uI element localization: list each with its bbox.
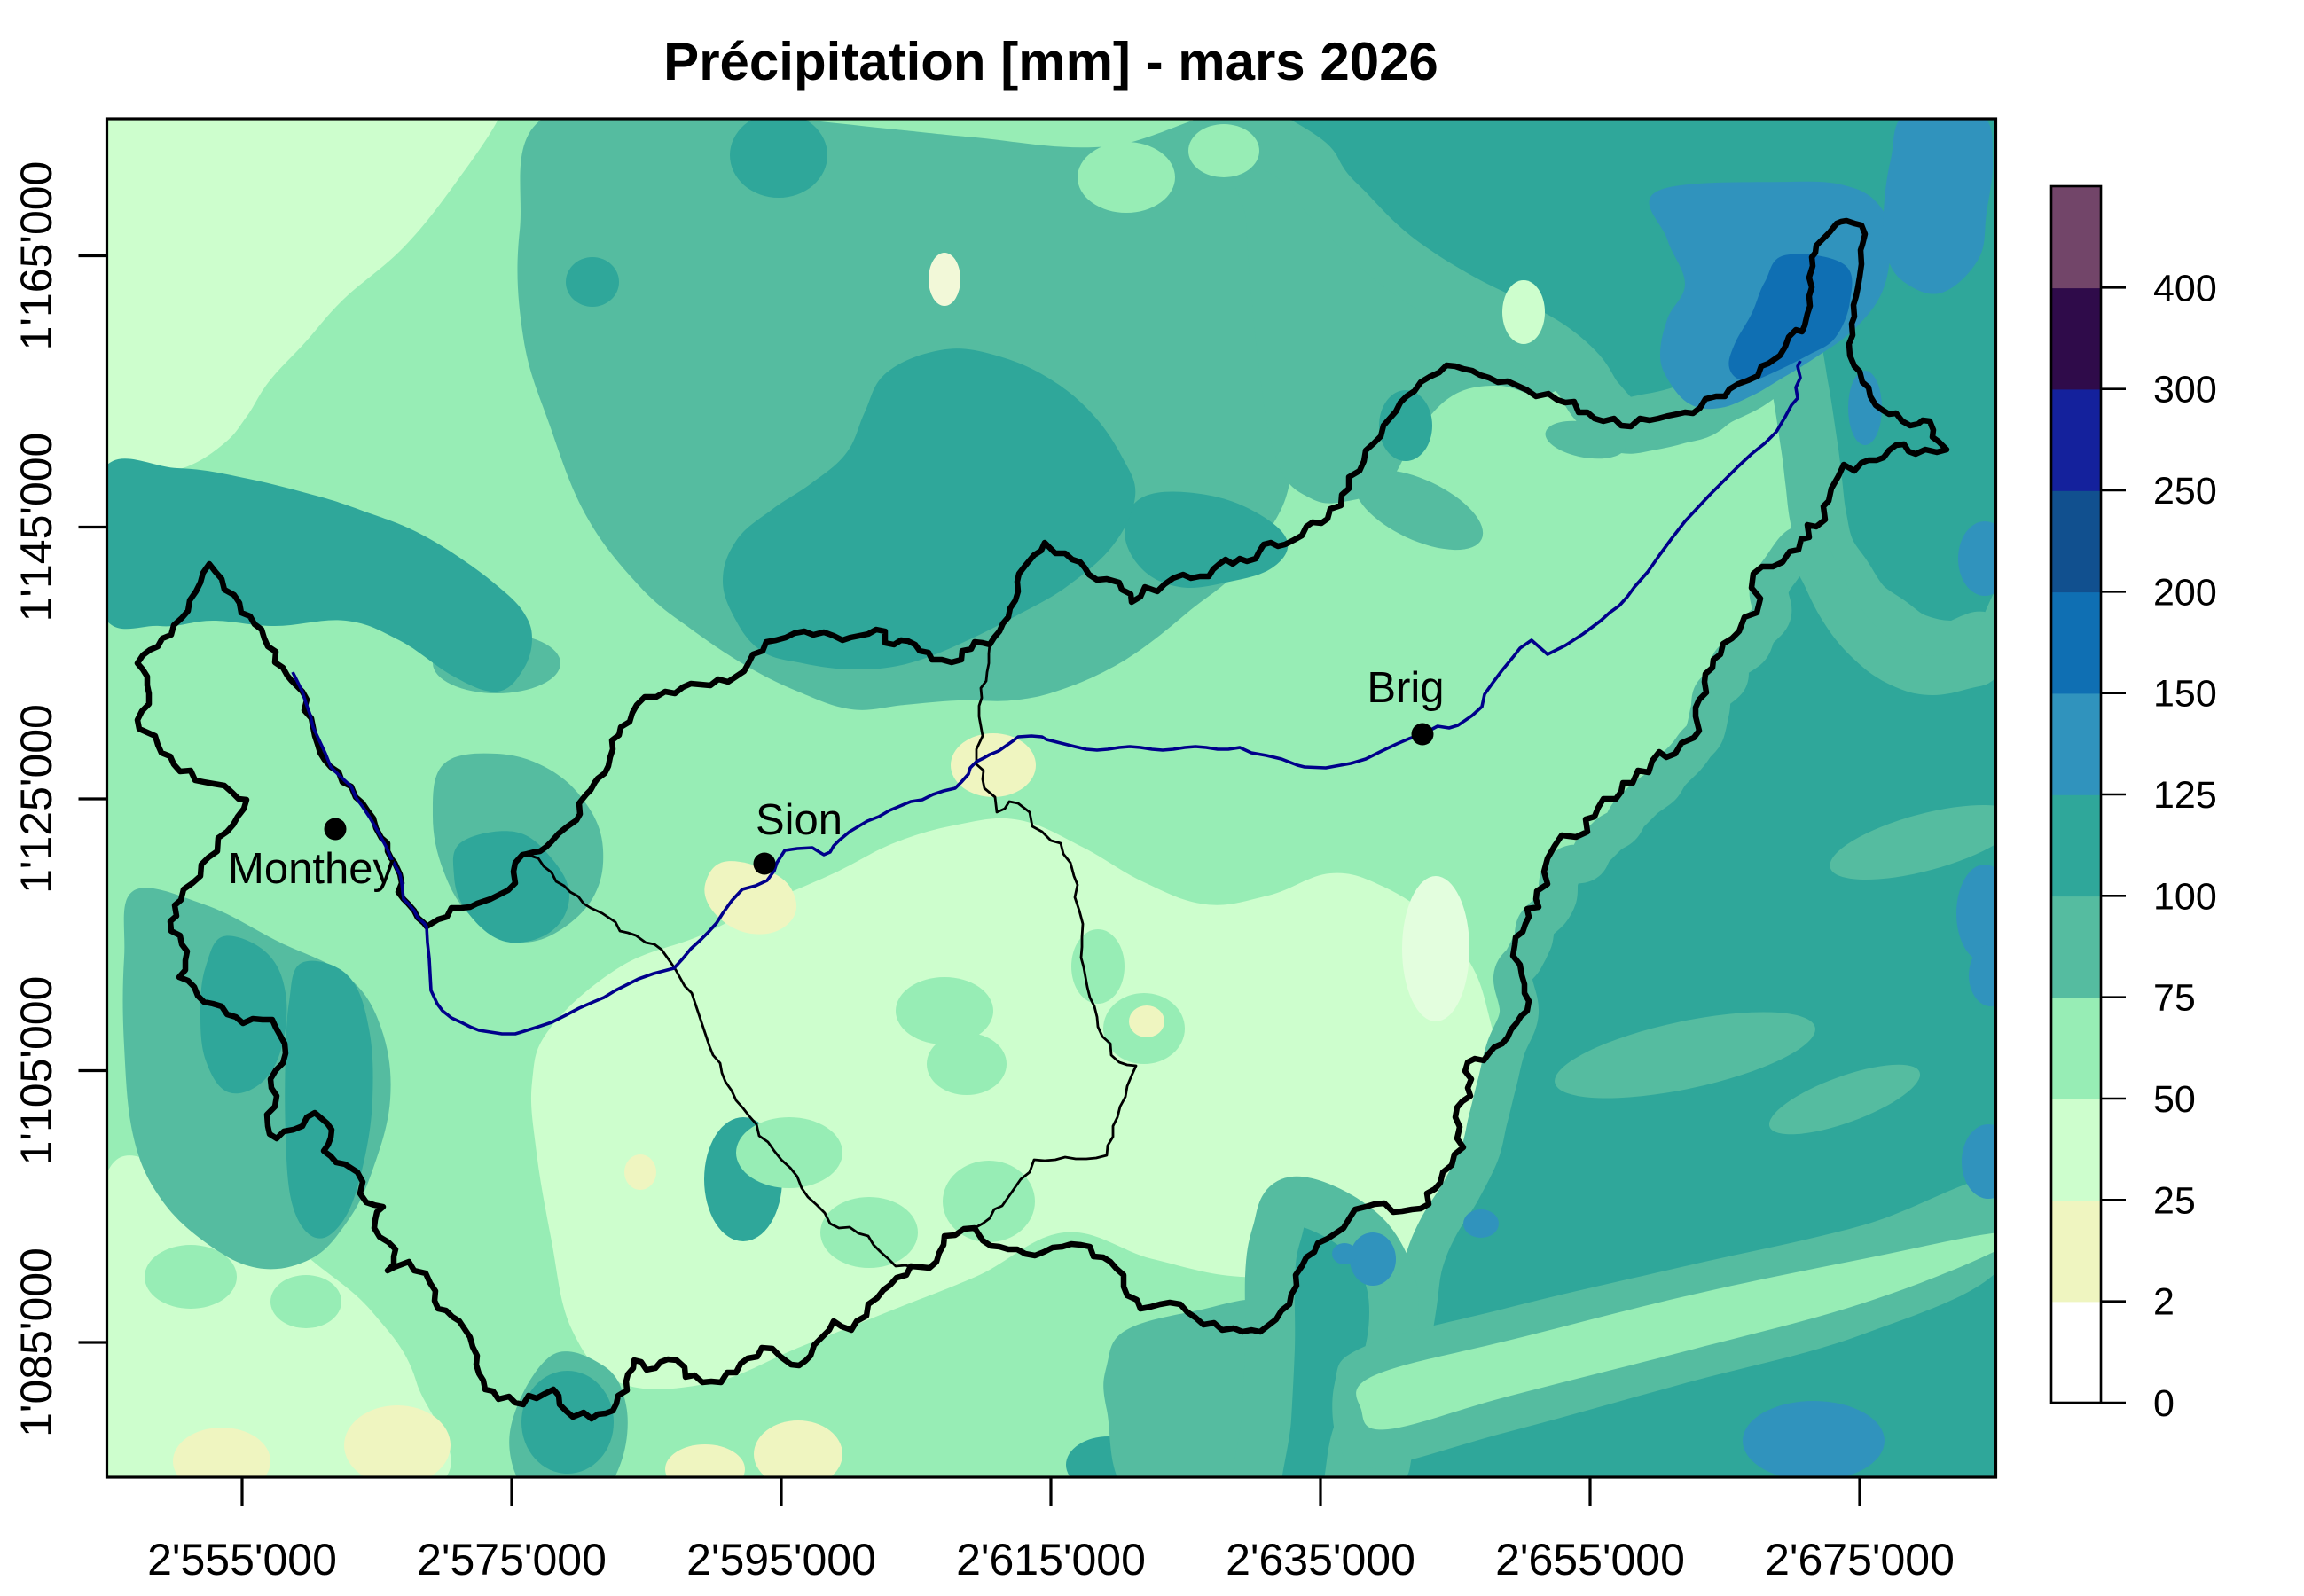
svg-text:1'085'000: 1'085'000 xyxy=(12,1248,61,1437)
svg-text:2'655'000: 2'655'000 xyxy=(1495,1535,1685,1584)
svg-text:2'555'000: 2'555'000 xyxy=(147,1535,337,1584)
svg-text:1'125'000: 1'125'000 xyxy=(12,704,61,894)
svg-text:2'575'000: 2'575'000 xyxy=(417,1535,607,1584)
svg-text:250: 250 xyxy=(2153,470,2217,512)
svg-text:25: 25 xyxy=(2153,1179,2196,1222)
svg-text:Précipitation [mm] - mars 2026: Précipitation [mm] - mars 2026 xyxy=(663,32,1438,91)
svg-text:100: 100 xyxy=(2153,875,2217,918)
svg-text:1'145'000: 1'145'000 xyxy=(12,433,61,622)
svg-text:Sion: Sion xyxy=(756,796,842,844)
svg-text:50: 50 xyxy=(2153,1078,2196,1121)
svg-text:2'675'000: 2'675'000 xyxy=(1765,1535,1955,1584)
svg-text:75: 75 xyxy=(2153,977,2196,1020)
svg-text:2'615'000: 2'615'000 xyxy=(956,1535,1146,1584)
svg-text:300: 300 xyxy=(2153,369,2217,411)
svg-text:Monthey: Monthey xyxy=(228,845,395,893)
svg-text:2: 2 xyxy=(2153,1281,2175,1324)
svg-text:150: 150 xyxy=(2153,673,2217,716)
svg-text:125: 125 xyxy=(2153,774,2217,817)
svg-text:2'595'000: 2'595'000 xyxy=(686,1535,876,1584)
svg-text:Brig: Brig xyxy=(1367,664,1444,712)
svg-text:0: 0 xyxy=(2153,1382,2175,1425)
svg-text:1'165'000: 1'165'000 xyxy=(12,161,61,351)
svg-text:1'105'000: 1'105'000 xyxy=(12,976,61,1166)
svg-text:200: 200 xyxy=(2153,571,2217,614)
svg-text:2'635'000: 2'635'000 xyxy=(1226,1535,1415,1584)
svg-text:400: 400 xyxy=(2153,267,2217,309)
